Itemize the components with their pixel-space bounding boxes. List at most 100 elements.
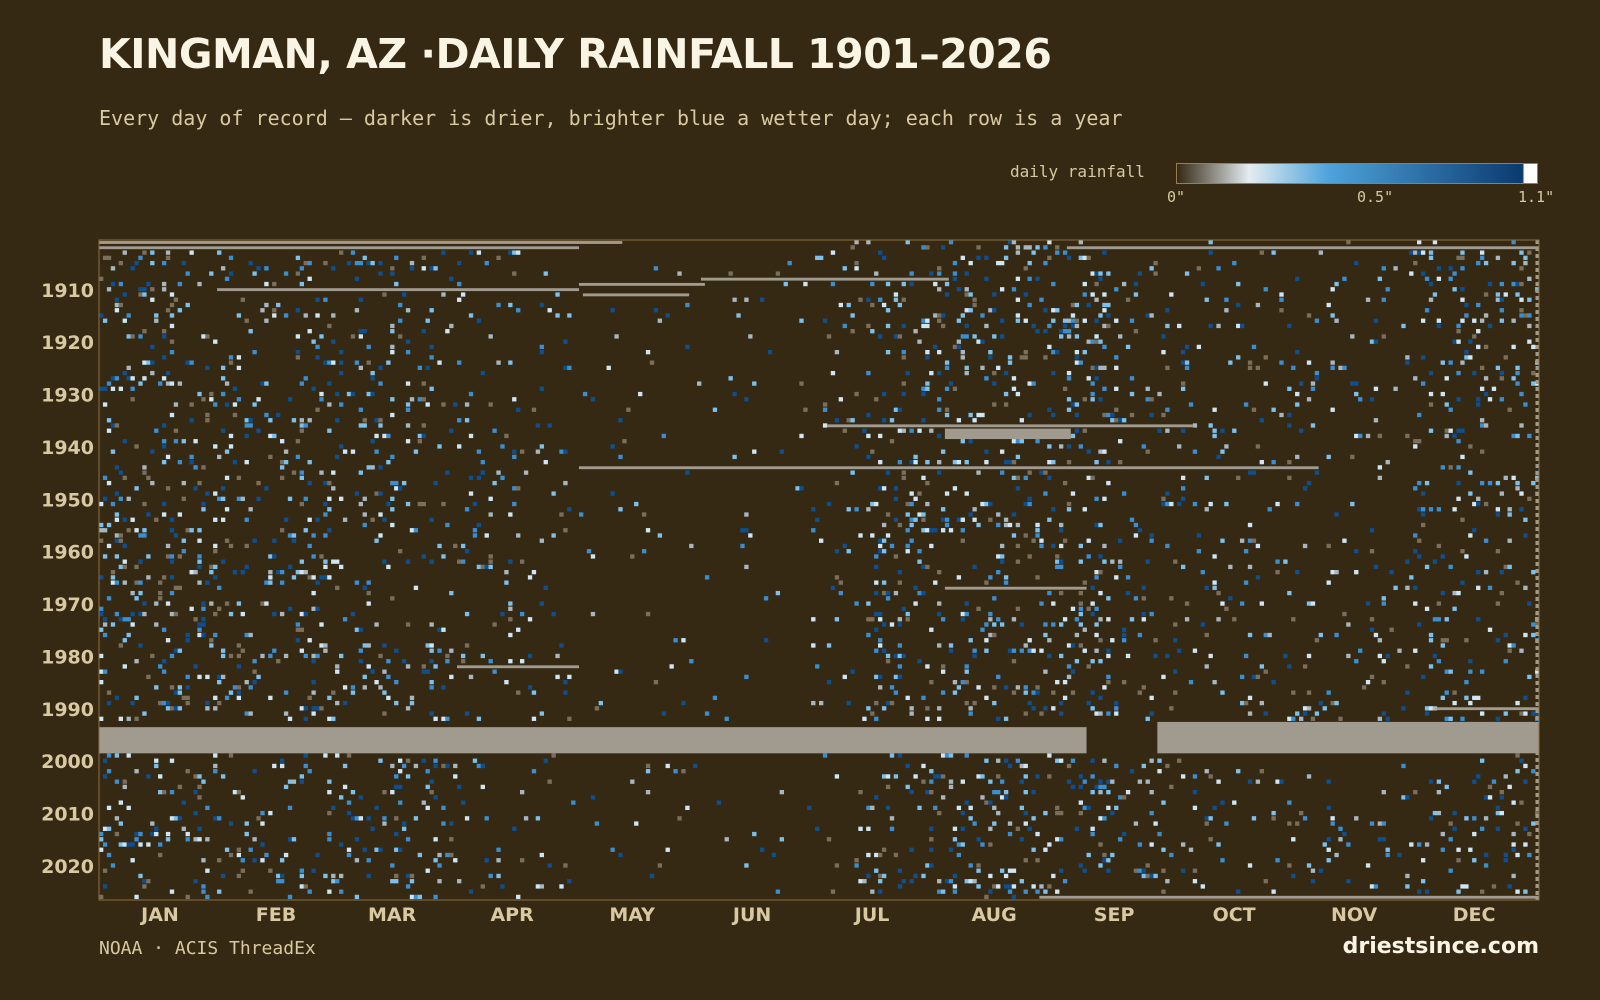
rain-day-cell	[158, 596, 163, 601]
rain-day-cell	[134, 894, 139, 900]
rain-day-cell	[228, 821, 234, 826]
rain-day-cell	[110, 580, 116, 585]
rain-day-cell	[866, 323, 871, 329]
rain-day-cell	[161, 281, 167, 287]
rain-day-cell	[1019, 622, 1024, 627]
rain-day-cell	[1440, 831, 1445, 837]
rain-day-cell	[1015, 486, 1021, 491]
rain-day-cell	[197, 480, 202, 486]
rain-day-cell	[1326, 690, 1331, 695]
rain-day-cell	[1299, 716, 1304, 721]
rain-day-cell	[1413, 376, 1418, 381]
rain-day-cell	[1039, 470, 1044, 475]
rain-day-cell	[1487, 585, 1493, 591]
rain-day-cell	[874, 397, 879, 402]
rain-day-cell	[189, 570, 194, 575]
rain-day-cell	[248, 711, 253, 716]
rain-day-cell	[1106, 302, 1111, 308]
rain-day-cell	[472, 528, 478, 533]
y-tick-label: 1980	[41, 646, 94, 668]
rain-day-cell	[1137, 632, 1143, 638]
rain-day-cell	[366, 344, 371, 350]
rain-day-cell	[362, 255, 367, 261]
rain-day-cell	[1078, 444, 1083, 449]
rain-day-cell	[645, 790, 651, 795]
rain-day-cell	[1334, 700, 1339, 706]
rain-day-cell	[331, 879, 336, 884]
rain-day-cell	[268, 653, 273, 659]
rain-day-cell	[299, 475, 304, 481]
rain-day-cell	[1377, 821, 1383, 826]
rain-day-cell	[1330, 821, 1335, 826]
rain-day-cell	[295, 439, 301, 444]
rain-day-cell	[106, 522, 112, 528]
rain-day-cell	[893, 690, 899, 695]
rain-day-cell	[1180, 868, 1186, 873]
rain-day-cell	[1420, 381, 1426, 386]
rain-day-cell	[1483, 795, 1489, 800]
rain-day-cell	[1338, 365, 1343, 371]
rain-day-cell	[205, 700, 210, 706]
rain-day-cell	[394, 879, 399, 884]
rain-day-cell	[1015, 758, 1021, 763]
rain-day-cell	[901, 381, 906, 386]
rain-day-cell	[543, 460, 548, 465]
rain-day-cell	[1078, 643, 1083, 648]
rain-day-cell	[307, 480, 312, 486]
rain-day-cell	[213, 753, 218, 758]
rain-day-cell	[1428, 816, 1434, 821]
rain-day-cell	[1405, 355, 1410, 360]
rain-day-cell	[952, 873, 958, 879]
rain-day-cell	[118, 617, 123, 622]
rain-day-cell	[1102, 323, 1107, 329]
rain-day-cell	[1062, 617, 1068, 622]
missing-data-bar	[579, 466, 1319, 470]
rain-day-cell	[944, 753, 950, 758]
rain-day-cell	[1444, 669, 1449, 674]
rain-day-cell	[771, 852, 777, 858]
rain-day-cell	[1059, 868, 1064, 873]
rain-day-cell	[775, 889, 781, 894]
rain-day-cell	[1062, 480, 1068, 486]
rain-day-cell	[185, 632, 190, 638]
rain-day-cell	[496, 360, 501, 365]
rain-day-cell	[563, 690, 568, 695]
rain-day-cell	[1306, 601, 1312, 606]
rain-day-cell	[169, 611, 175, 617]
rain-day-cell	[940, 517, 946, 522]
rain-day-cell	[472, 501, 478, 507]
rain-day-cell	[1090, 601, 1095, 606]
rain-day-cell	[1468, 700, 1473, 706]
rain-day-cell	[618, 507, 623, 512]
rain-day-cell	[449, 590, 454, 596]
rain-day-cell	[110, 449, 116, 454]
rain-day-cell	[331, 266, 336, 271]
rain-day-cell	[1507, 407, 1512, 412]
rain-day-cell	[590, 795, 596, 800]
rain-day-cell	[858, 879, 863, 884]
rain-day-cell	[1118, 418, 1123, 423]
rain-day-cell	[279, 763, 285, 769]
rain-day-cell	[213, 706, 218, 711]
rain-day-cell	[1078, 360, 1083, 365]
rain-day-cell	[992, 700, 997, 706]
rain-day-cell	[1090, 292, 1095, 297]
rain-day-cell	[390, 790, 395, 795]
rain-day-cell	[1275, 559, 1280, 564]
rain-day-cell	[114, 465, 120, 470]
rain-day-cell	[331, 690, 336, 695]
brand-link[interactable]: driestsince.com	[1342, 934, 1539, 959]
rain-day-cell	[378, 271, 383, 276]
rain-day-cell	[126, 376, 131, 381]
rain-day-cell	[1523, 533, 1528, 538]
rain-day-cell	[1106, 313, 1111, 318]
rain-day-cell	[905, 617, 910, 622]
rain-day-cell	[327, 790, 332, 795]
rain-day-cell	[441, 763, 446, 769]
rain-day-cell	[909, 501, 914, 507]
rain-day-cell	[878, 538, 883, 543]
rain-day-cell	[248, 507, 253, 512]
rain-day-cell	[1153, 260, 1158, 266]
rain-day-cell	[232, 570, 238, 575]
rain-day-cell	[878, 297, 883, 302]
